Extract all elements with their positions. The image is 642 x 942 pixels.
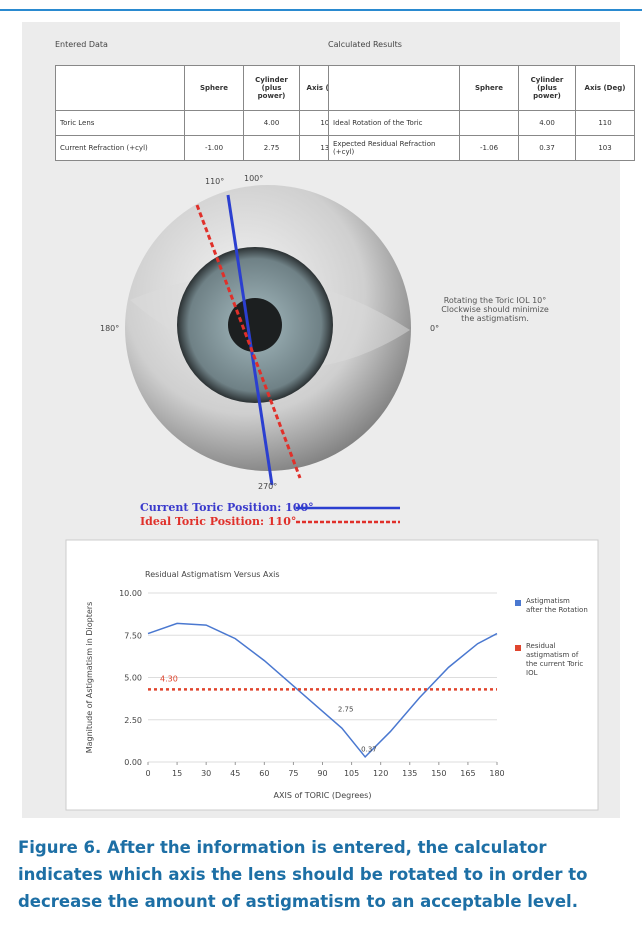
entered-table-box: Sphere Cylinder (plus power) Axis (Deg) Tor… bbox=[55, 65, 355, 161]
annotation: 2.75 bbox=[338, 706, 354, 714]
eye-label: 270° bbox=[258, 482, 277, 491]
chart: Residual Astigmatism Versus Axis 0.00 2.50… bbox=[85, 570, 588, 800]
table-cell: 110 bbox=[575, 110, 635, 136]
table-cell: 2.75 bbox=[243, 135, 300, 161]
ideal-position: Ideal Toric Position: 110° bbox=[140, 515, 296, 528]
table-cell: 4.00 bbox=[243, 110, 300, 136]
header-cell: Cylinder (plus power) bbox=[518, 65, 576, 111]
x-tick-label: 180 bbox=[489, 769, 504, 778]
header-cell: Sphere bbox=[184, 65, 244, 111]
table-cell bbox=[459, 110, 519, 136]
legend-label: Residual astigmatism of the current Tori… bbox=[526, 642, 584, 677]
ideal-axis-line bbox=[195, 204, 302, 479]
x-tick-label: 0 bbox=[145, 769, 150, 778]
table-row: Current Refraction (+cyl) -1.00 2.75 136 bbox=[55, 135, 355, 161]
y-tick-label: 2.50 bbox=[124, 716, 142, 725]
current-axis-line bbox=[226, 194, 274, 486]
y-tick-label: 0.00 bbox=[124, 758, 142, 767]
caption: Figure 6. After the information is enter… bbox=[18, 838, 588, 911]
x-tick-label: 165 bbox=[460, 769, 475, 778]
table-cell: 0.37 bbox=[518, 135, 576, 161]
x-axis-label: AXIS of TORIC (Degrees) bbox=[274, 791, 372, 800]
results-table-box: Sphere Cylinder (plus power) Axis (Deg) Ide… bbox=[328, 65, 635, 161]
table-row: Toric Lens 4.00 100 bbox=[55, 110, 355, 136]
y-tick-label: 7.50 bbox=[124, 631, 142, 640]
x-tick-label: 15 bbox=[172, 769, 182, 778]
series-line bbox=[147, 622, 498, 759]
y-tick-label: 10.00 bbox=[119, 589, 142, 598]
x-tick-label: 30 bbox=[201, 769, 211, 778]
header-cell: Cylinder (plus power) bbox=[243, 65, 300, 111]
x-tick-label: 60 bbox=[259, 769, 269, 778]
section-title: Calculated Results bbox=[328, 40, 402, 49]
data-table: Sphere Cylinder (plus power) Axis (Deg) Tor… bbox=[55, 65, 355, 161]
current-position: Current Toric Position: 100° bbox=[140, 501, 314, 514]
x-tick-label: 135 bbox=[402, 769, 417, 778]
x-tick-label: 45 bbox=[230, 769, 240, 778]
table-cell: Ideal Rotation of the Toric bbox=[328, 110, 460, 136]
legend-box: Astigmatism after the Rotation bbox=[526, 597, 588, 614]
graphics: Entered Data Calculated Results 110° 100… bbox=[55, 40, 599, 811]
table-cell: 4.00 bbox=[518, 110, 576, 136]
chart-title: Residual Astigmatism Versus Axis bbox=[145, 570, 280, 579]
x-tick-label: 105 bbox=[344, 769, 359, 778]
chart-panel bbox=[65, 539, 599, 811]
x-tick-label: 120 bbox=[373, 769, 388, 778]
table-row: Expected Residual Refraction (+cyl) -1.06… bbox=[328, 135, 635, 161]
advice-text: Rotating the Toric IOL 10° Clockwise sho… bbox=[441, 296, 549, 323]
pupil bbox=[228, 298, 282, 352]
table-cell: -1.00 bbox=[184, 135, 244, 161]
y-tick-label: 5.00 bbox=[124, 674, 142, 683]
table-cell: Toric Lens bbox=[55, 110, 185, 136]
table-cell: Current Refraction (+cyl) bbox=[55, 135, 185, 161]
x-tick-label: 90 bbox=[317, 769, 327, 778]
legend-swatch bbox=[515, 600, 521, 606]
table-cell: -1.06 bbox=[459, 135, 519, 161]
eye-label: 0° bbox=[430, 324, 439, 333]
legend-swatch bbox=[515, 645, 521, 651]
section-title: Entered Data bbox=[55, 40, 108, 49]
table-cell: 103 bbox=[575, 135, 635, 161]
annotation: 0.37 bbox=[361, 746, 377, 754]
table-cell bbox=[184, 110, 244, 136]
eye-label: 110° bbox=[205, 177, 224, 186]
header-cell bbox=[328, 65, 460, 111]
x-tick-label: 150 bbox=[431, 769, 446, 778]
value-label: 4.30 bbox=[160, 674, 178, 683]
table-cell: Expected Residual Refraction (+cyl) bbox=[328, 135, 460, 161]
x-tick-label: 75 bbox=[288, 769, 298, 778]
eye-label: 180° bbox=[100, 324, 119, 333]
top-rule bbox=[0, 9, 642, 11]
header-cell bbox=[55, 65, 185, 111]
legend-label: Astigmatism after the Rotation bbox=[526, 597, 588, 614]
legend-box: Residual astigmatism of the current Tori… bbox=[526, 642, 584, 677]
header-row: Sphere Cylinder (plus power) Axis (Deg) bbox=[55, 65, 355, 111]
eye-label: 100° bbox=[244, 174, 263, 183]
data-table: Sphere Cylinder (plus power) Axis (Deg) Ide… bbox=[328, 65, 635, 161]
header-row: Sphere Cylinder (plus power) Axis (Deg) bbox=[328, 65, 635, 111]
header-cell: Axis (Deg) bbox=[575, 65, 635, 111]
table-row: Ideal Rotation of the Toric 4.00 110 bbox=[328, 110, 635, 136]
header-cell: Sphere bbox=[459, 65, 519, 111]
y-axis-label: Magnitude of Astigmatism in Diopters bbox=[85, 602, 94, 754]
